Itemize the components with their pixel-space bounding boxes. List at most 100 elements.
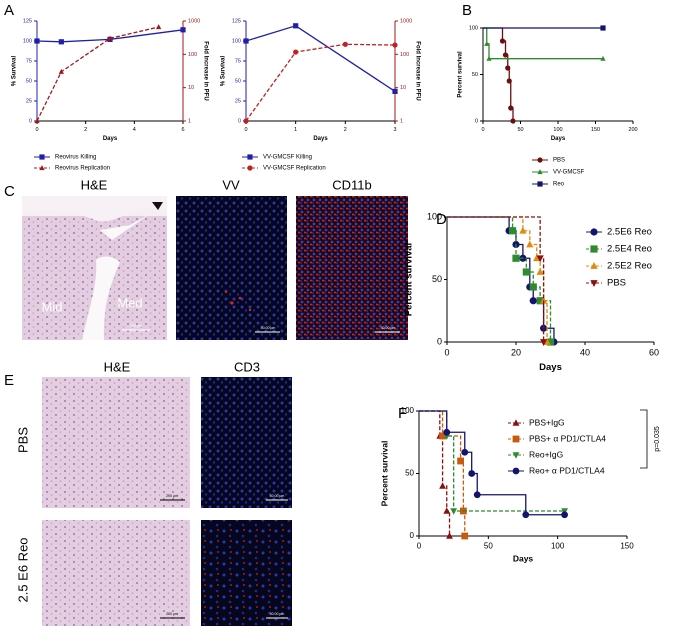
legend-label: VV-GMCSF [553,170,585,176]
legend-label: Reo+ α PD1/CTLA4 [529,465,605,475]
legend-marker [537,157,543,163]
legend-label: 2.5E6 Reo [607,227,652,238]
marker [546,338,555,346]
y-tick-label: 100 [427,211,442,221]
x-axis-label: Days [313,136,328,142]
series-line [447,216,545,342]
legend-marker [39,165,45,171]
marker [34,118,40,124]
panel-label: C [4,183,15,200]
marker [533,254,541,262]
x-tick-label: 1 [294,127,297,133]
y-tick-label: 0 [437,336,442,346]
marker [522,268,530,276]
x-tick-label: 3 [393,127,396,133]
marker [536,255,544,263]
x-tick-label: 0 [444,348,449,358]
y2-axis-label: Fold Increase in PFU [203,41,209,100]
legend-marker [537,181,543,187]
marker [342,41,348,47]
legend-marker [590,228,598,236]
marker [392,88,398,94]
stain-spot [238,296,242,300]
arrowhead [152,202,163,210]
x-tick-label: 2 [84,127,87,133]
stain-spot [248,308,252,312]
marker [499,38,506,44]
x-tick-label: 20 [511,348,521,358]
legend-label: PBS+IgG [529,417,565,427]
series-line [419,410,466,536]
y-tick-label: 25 [235,98,241,104]
y2-tick-label: 10 [188,85,194,91]
marker [505,65,511,71]
y-tick-label: 100 [469,25,478,31]
marker [293,23,299,29]
x-tick-label: 100 [551,542,565,551]
micrograph [201,520,292,626]
y-tick-label: 75 [235,58,241,64]
marker [529,297,537,305]
y-tick-label: 100 [401,406,415,415]
legend-label: 2.5E4 Reo [607,244,652,255]
annotation-bracket [640,409,648,469]
row-label: PBS [15,427,30,453]
legend-marker [512,467,520,475]
x-axis-label: Days [513,553,534,563]
panel-label: F [398,405,407,422]
micrograph-gap [82,256,120,340]
legend-marker [590,262,598,269]
x-axis-label: Days [551,136,566,142]
micrograph [42,377,190,508]
marker [519,226,527,234]
panel-label: E [4,372,14,389]
marker [461,448,469,456]
marker [58,68,64,74]
stain-spot [230,301,234,305]
marker [461,532,469,540]
micrograph [296,196,408,340]
y2-tick-label: 100 [188,52,197,58]
marker [293,49,299,55]
y-axis-label: Percent survival [380,441,390,507]
panel-label: B [462,2,472,19]
y-axis-label: Percent survival [457,51,463,98]
y-tick-label: 125 [232,18,241,24]
image-title: CD3 [234,359,260,374]
region-label: Med [117,295,142,310]
marker [243,38,249,44]
panel-label: D [436,211,447,228]
x-tick-label: 60 [649,348,659,358]
y-tick-label: 0 [475,118,478,124]
marker [107,35,113,41]
scale-bar-label: 50.00 µm [270,612,285,616]
series-line [245,25,396,92]
scale-bar-label: 50.00 µm [381,326,396,330]
scale-bar-label: 50.00 µm [270,494,285,498]
marker [392,42,398,48]
legend-label: VV-GMCSF Killing [263,155,312,161]
marker [529,283,537,291]
y2-tick-label: 100 [400,52,409,58]
marker [508,227,517,235]
legend-label: PBS [607,278,626,289]
legend-marker [247,165,253,171]
legend-label: Reo [553,182,565,188]
y-tick-label: 125 [23,18,32,24]
marker [446,532,453,539]
y-tick-label: 100 [232,38,241,44]
marker [508,105,514,111]
y-axis-label: % Survival [220,55,226,86]
marker [439,482,446,489]
y-tick-label: 25 [26,98,32,104]
micrograph-gap [100,214,150,240]
x-tick-label: 150 [591,127,600,133]
y2-tick-label: 10 [400,85,406,91]
legend-label: PBS [553,158,565,164]
legend-label: VV-GMCSF Replication [263,166,326,172]
y2-tick-label: 1000 [188,18,200,24]
series-line [419,410,565,512]
panel-labels: A B C D E F [4,2,472,422]
series-line [36,26,159,122]
